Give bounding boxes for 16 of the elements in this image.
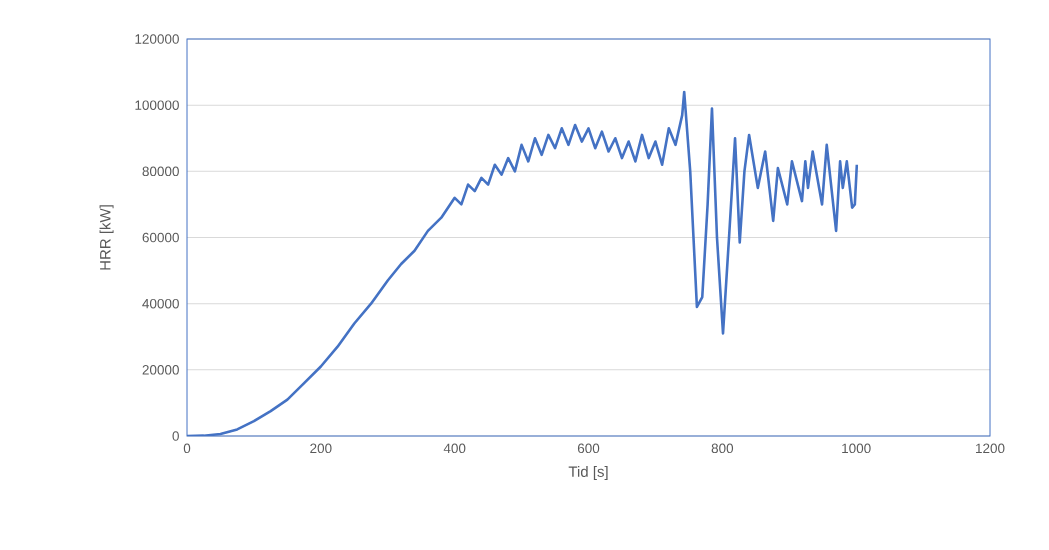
y-tick-label: 20000 (142, 365, 179, 375)
x-tick-label: 0 (183, 443, 191, 454)
x-tick-label: 800 (711, 443, 734, 454)
x-axis-title: Tid [s] (568, 465, 608, 480)
y-tick-label: 100000 (135, 100, 179, 110)
x-tick-label: 1000 (842, 443, 871, 454)
y-tick-label: 80000 (142, 166, 179, 177)
y-axis-title: HRR [kW] (99, 205, 114, 270)
x-tick-label: 400 (443, 443, 466, 454)
y-tick-label: 60000 (142, 232, 179, 243)
x-tick-label: 600 (577, 443, 600, 454)
x-tick-label: 1200 (976, 443, 1005, 454)
y-tick-label: 0 (172, 431, 179, 441)
y-tick-label: 40000 (142, 298, 179, 309)
x-tick-label: 200 (310, 443, 332, 454)
y-tick-label: 120000 (135, 34, 179, 44)
